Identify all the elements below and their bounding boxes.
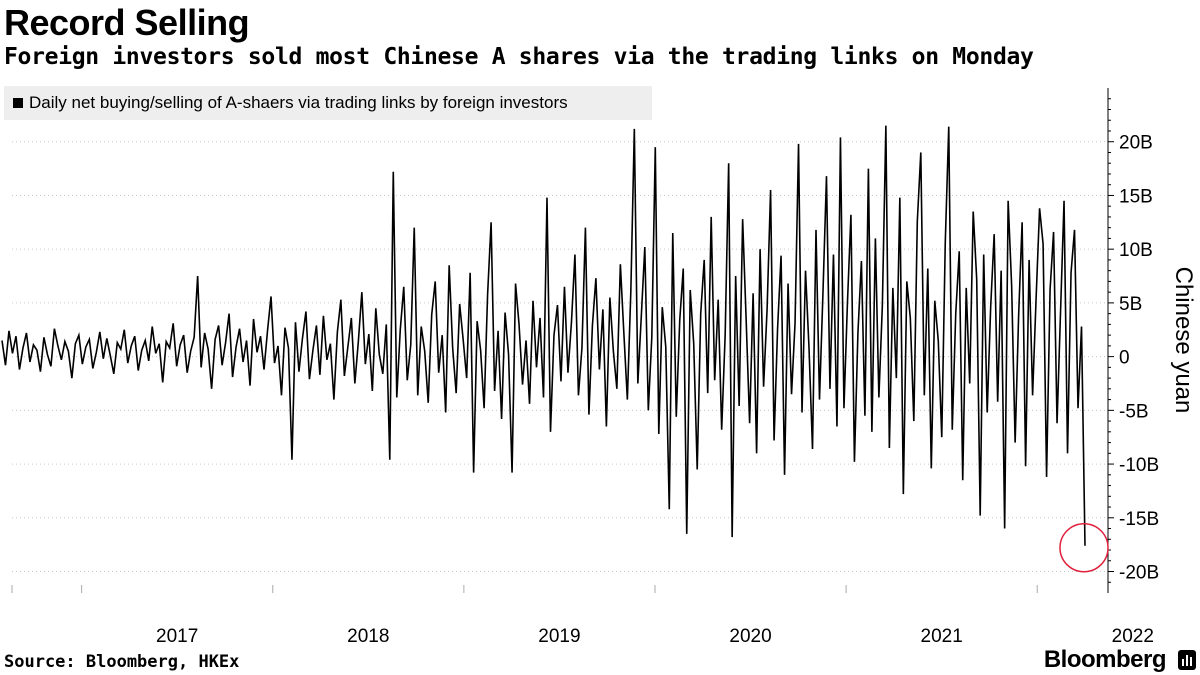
series-layer xyxy=(1,125,1109,573)
y-tick-label: -20B xyxy=(1119,563,1159,584)
source-note: Source: Bloomberg, HKEx xyxy=(4,652,240,672)
y-tick-label: -10B xyxy=(1119,455,1159,476)
y-tick-label: 0 xyxy=(1119,348,1130,369)
tick-labels: 20B 15B 10B 5B 0 -5B -10B -15B -20B Chinese yuan 2… xyxy=(156,133,1197,647)
legend: Daily net buying/selling of A-shaers via… xyxy=(4,86,652,120)
brand-logo: Bloomberg xyxy=(1043,646,1167,673)
bloomberg-terminal-icon xyxy=(1178,650,1196,670)
chart-subtitle: Foreign investors sold most Chinese A sh… xyxy=(4,44,1034,70)
y-tick-label: -15B xyxy=(1119,509,1159,530)
y-tick-label: 15B xyxy=(1119,186,1153,207)
y-tick-label: -5B xyxy=(1119,401,1149,422)
y-tick-label: 10B xyxy=(1119,240,1153,261)
series-line xyxy=(1,125,1086,546)
chart-title: Record Selling xyxy=(4,2,250,43)
legend-label: Daily net buying/selling of A-shaers via… xyxy=(29,93,568,112)
x-tick-label: 2019 xyxy=(538,626,580,647)
x-tick-label: 2022 xyxy=(1112,626,1154,647)
y-tick-label: 20B xyxy=(1119,133,1153,154)
x-tick-label: 2017 xyxy=(156,626,198,647)
y-axis-title: Chinese yuan xyxy=(1170,267,1197,414)
axes xyxy=(11,88,1114,593)
x-tick-label: 2020 xyxy=(729,626,771,647)
y-tick-label: 5B xyxy=(1119,294,1142,315)
x-tick-label: 2018 xyxy=(347,626,389,647)
legend-swatch xyxy=(13,98,23,108)
highlight-circle xyxy=(1059,522,1109,573)
x-tick-label: 2021 xyxy=(921,626,963,647)
